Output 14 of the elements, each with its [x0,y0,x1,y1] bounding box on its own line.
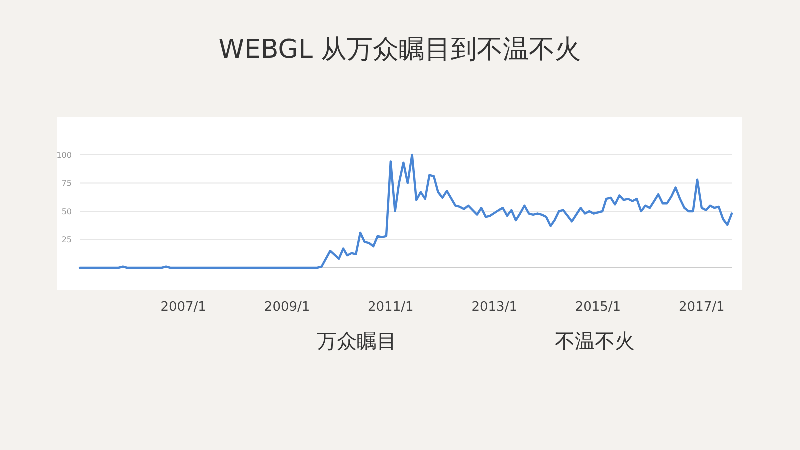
text: 不温不火 [555,329,635,353]
y-tick-label: 75 [62,179,72,188]
x-tick-label: 2007/1 [160,300,206,315]
y-tick-label: 100 [56,150,72,160]
x-tick-label: 2015/1 [575,300,622,315]
line-series [78,154,734,270]
x-tick-label: 2013/1 [472,300,518,315]
x-tick-label: 2011/1 [368,300,414,315]
y-tick-label: 25 [62,236,72,245]
y-tick-label: 50 [62,207,72,216]
text: 万众瞩目 [317,329,397,353]
x-tick-label: 2009/1 [264,300,310,315]
x-tick-label: 2017/1 [679,300,725,315]
chart-title: WEBGL 从万众瞩目到不温不火 [218,35,582,65]
